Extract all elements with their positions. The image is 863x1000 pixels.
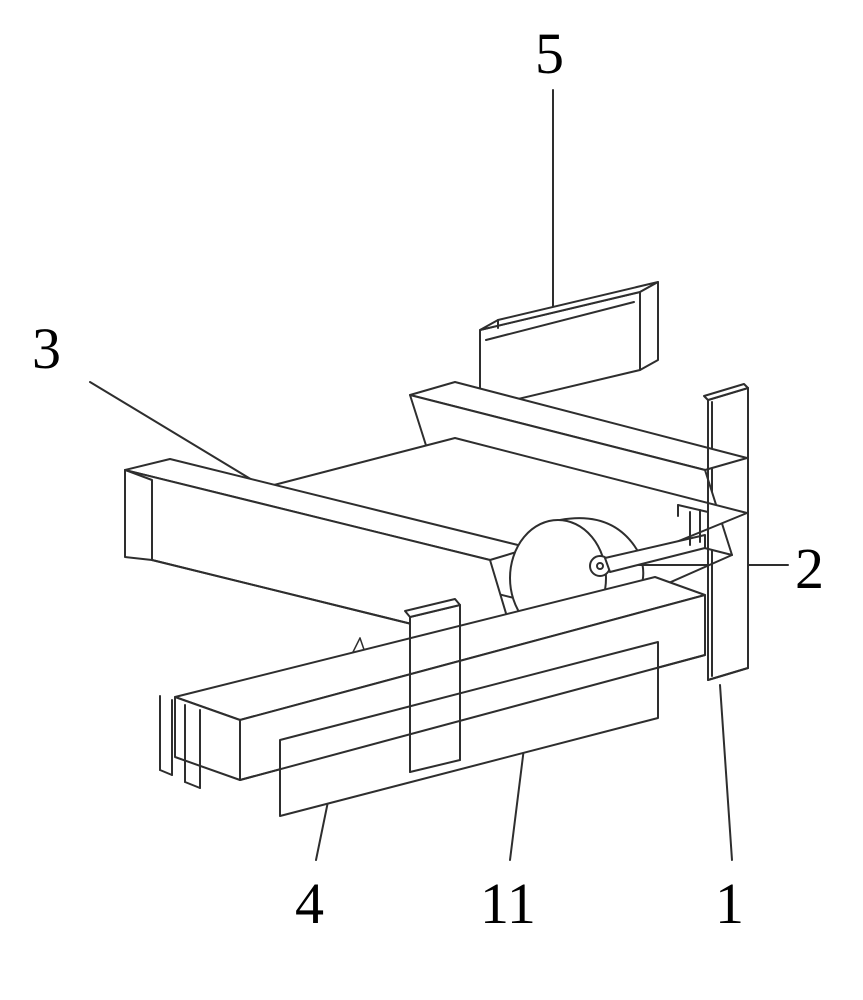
- callout-label-1: 1: [715, 870, 744, 937]
- callout-label-11: 11: [480, 870, 536, 937]
- callout-label-5: 5: [535, 20, 564, 87]
- hopper-box: [480, 282, 658, 408]
- diagram-canvas: 5 3 2 4 11 1: [0, 0, 863, 1000]
- diagram-svg: [0, 0, 863, 1000]
- callout-label-2: 2: [795, 535, 824, 602]
- leader-1: [720, 685, 732, 860]
- callout-label-4: 4: [295, 870, 324, 937]
- callout-label-3: 3: [32, 315, 61, 382]
